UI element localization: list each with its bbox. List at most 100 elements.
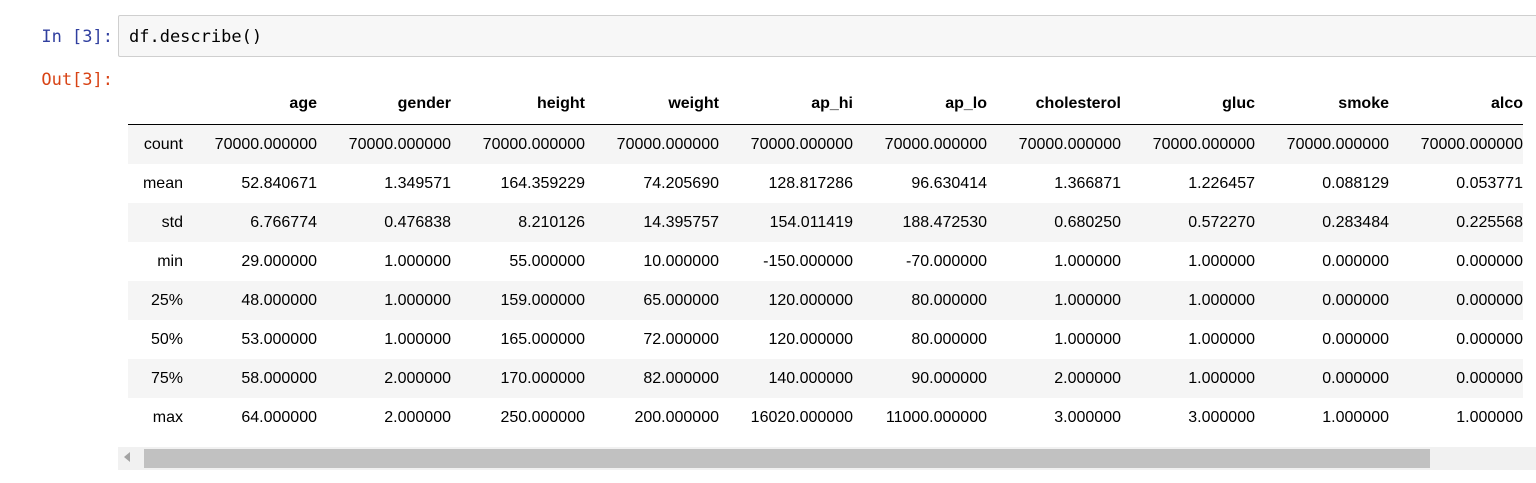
column-header: smoke	[1255, 84, 1389, 125]
table-cell: 1.000000	[1188, 369, 1255, 387]
table-cell: 2.000000	[384, 408, 451, 426]
table-cell: 65.000000	[643, 291, 719, 309]
table-cell: 120.000000	[768, 330, 853, 348]
table-cell: 82.000000	[643, 369, 719, 387]
table-cell: 74.205690	[643, 174, 719, 192]
table-cell: 70000.000000	[348, 135, 451, 153]
column-header: ap_lo	[853, 84, 987, 125]
table-row: 25% 48.000000 1.000000 159.000000 65.000000 1…	[128, 281, 1523, 320]
table-cell: 70000.000000	[616, 135, 719, 153]
table-row: count 70000.000000 70000.000000 70000.00000…	[128, 124, 1523, 164]
column-header: height	[451, 84, 585, 125]
table-cell: 2.000000	[384, 369, 451, 387]
row-index-label: min	[157, 252, 183, 270]
table-row: min 29.000000 1.000000 55.000000 10.000000 -1…	[128, 242, 1523, 281]
table-cell: 11000.000000	[885, 408, 987, 426]
table-cell: 140.000000	[768, 369, 853, 387]
table-cell: 70000.000000	[750, 135, 853, 153]
table-cell: 90.000000	[911, 369, 987, 387]
table-cell: 0.476838	[384, 213, 451, 231]
table-cell: 200.000000	[634, 408, 719, 426]
column-header: weight	[585, 84, 719, 125]
table-cell: 10.000000	[643, 252, 719, 270]
table-cell: 0.572270	[1188, 213, 1255, 231]
table-cell: 188.472530	[902, 213, 987, 231]
table-cell: 0.000000	[1322, 330, 1389, 348]
scroll-left-arrow-icon[interactable]	[124, 452, 130, 462]
table-cell: 0.283484	[1322, 213, 1389, 231]
column-header: ap_hi	[719, 84, 853, 125]
table-row: max 64.000000 2.000000 250.000000 200.000000…	[128, 398, 1523, 437]
dataframe-table: age gender height weight ap_hi ap_lo cho…	[128, 84, 1523, 437]
table-cell: 29.000000	[241, 252, 317, 270]
table-cell: 165.000000	[500, 330, 585, 348]
table-body: count 70000.000000 70000.000000 70000.00000…	[128, 124, 1523, 438]
table-cell: 0.000000	[1456, 291, 1523, 309]
table-cell: 70000.000000	[1420, 135, 1523, 153]
table-cell: 52.840671	[241, 174, 317, 192]
table-cell: 0.000000	[1456, 330, 1523, 348]
row-index-label: mean	[142, 174, 183, 192]
table-cell: 70000.000000	[884, 135, 987, 153]
table-cell: 154.011419	[769, 213, 853, 231]
table-header-row: age gender height weight ap_hi ap_lo cho…	[128, 84, 1523, 125]
table-cell: 96.630414	[911, 174, 987, 192]
table-cell: 0.000000	[1322, 369, 1389, 387]
table-cell: 0.000000	[1322, 252, 1389, 270]
table-cell: 0.225568	[1456, 213, 1523, 231]
table-cell: 70000.000000	[1286, 135, 1389, 153]
table-cell: 6.766774	[250, 213, 317, 231]
table-cell: 80.000000	[911, 291, 987, 309]
row-index-label: count	[143, 135, 183, 153]
table-cell: 1.000000	[1322, 408, 1389, 426]
table-cell: 128.817286	[768, 174, 853, 192]
column-header: alco	[1389, 84, 1523, 125]
table-cell: 250.000000	[500, 408, 585, 426]
table-cell: 170.000000	[500, 369, 585, 387]
table-cell: 70000.000000	[1018, 135, 1121, 153]
table-cell: -70.000000	[906, 252, 987, 270]
table-cell: 0.000000	[1322, 291, 1389, 309]
table-cell: 1.000000	[384, 252, 451, 270]
table-cell: 8.210126	[518, 213, 585, 231]
table-cell: 0.000000	[1456, 252, 1523, 270]
column-header: gluc	[1121, 84, 1255, 125]
table-cell: 80.000000	[911, 330, 987, 348]
table-cell: 120.000000	[768, 291, 853, 309]
row-index-label: std	[161, 213, 183, 231]
table-row: 75% 58.000000 2.000000 170.000000 82.000000 1…	[128, 359, 1523, 398]
table-cell: 55.000000	[509, 252, 585, 270]
code-input-cell[interactable]: df.describe()	[118, 15, 1536, 57]
table-cell: 0.088129	[1322, 174, 1389, 192]
table-row: mean 52.840671 1.349571 164.359229 74.205690…	[128, 164, 1523, 203]
horizontal-scrollbar[interactable]	[118, 447, 1536, 470]
row-index-label: 25%	[150, 291, 183, 309]
table-cell: 164.359229	[500, 174, 585, 192]
table-cell: 58.000000	[241, 369, 317, 387]
table-cell: 1.000000	[1188, 330, 1255, 348]
table-cell: 70000.000000	[1152, 135, 1255, 153]
table-cell: 1.226457	[1188, 174, 1255, 192]
table-cell: 1.000000	[384, 330, 451, 348]
row-index-label: 50%	[150, 330, 183, 348]
row-index-label: 75%	[150, 369, 183, 387]
table-cell: 159.000000	[500, 291, 585, 309]
table-cell: 0.000000	[1456, 369, 1523, 387]
output-prompt: Out[3]:	[41, 70, 113, 90]
code-text[interactable]: df.describe()	[129, 27, 263, 47]
index-header	[128, 84, 183, 125]
row-index-label: max	[152, 408, 183, 426]
table-cell: -150.000000	[763, 252, 853, 270]
table-cell: 53.000000	[241, 330, 317, 348]
table-cell: 16020.000000	[750, 408, 853, 426]
output-area: age gender height weight ap_hi ap_lo cho…	[118, 72, 1536, 472]
column-header: age	[183, 84, 317, 125]
table-cell: 1.000000	[1054, 330, 1121, 348]
table-cell: 64.000000	[241, 408, 317, 426]
table-cell: 1.000000	[1456, 408, 1523, 426]
scrollbar-thumb[interactable]	[144, 449, 1430, 468]
input-prompt: In [3]:	[41, 27, 113, 47]
table-cell: 1.000000	[384, 291, 451, 309]
table-row: 50% 53.000000 1.000000 165.000000 72.000000 1…	[128, 320, 1523, 359]
table-row: std 6.766774 0.476838 8.210126 14.395757 154.…	[128, 203, 1523, 242]
